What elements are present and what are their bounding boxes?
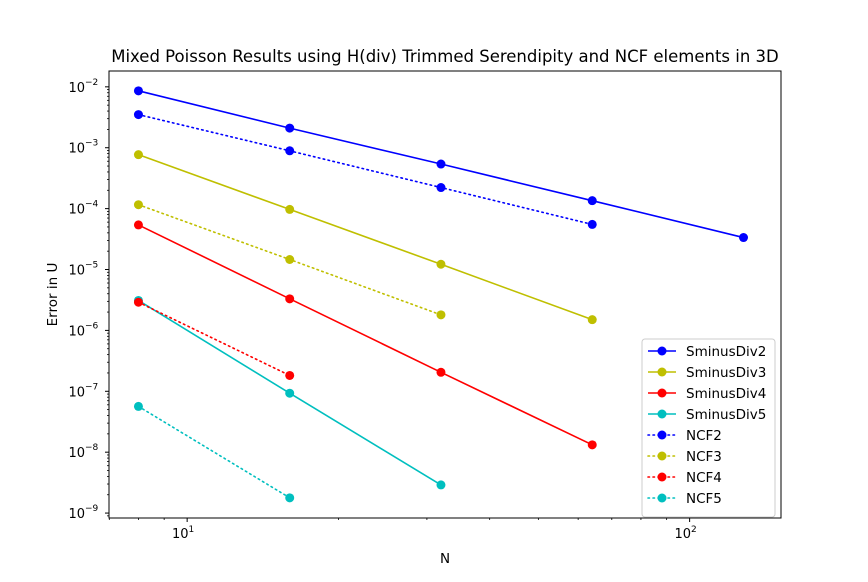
legend-item: NCF3 [647, 449, 722, 465]
legend-item: SminusDiv3 [648, 365, 766, 381]
series-NCF2 [133, 110, 597, 229]
legend-swatch-marker [657, 346, 667, 356]
legend-item: NCF4 [647, 470, 722, 486]
series-NCF4 [133, 297, 295, 380]
x-axis-label: N [440, 551, 450, 567]
legend-swatch-marker [657, 367, 667, 377]
data-point [133, 200, 143, 210]
legend-item: SminusDiv5 [648, 407, 766, 423]
data-point [587, 219, 597, 229]
series-line [137, 301, 291, 377]
x-tick-exponent: 2 [691, 525, 697, 535]
data-point [436, 310, 446, 320]
plot-area [133, 86, 748, 503]
data-point [133, 150, 143, 160]
plot-frame [108, 70, 782, 519]
legend-label: SminusDiv4 [686, 386, 766, 402]
y-tick-exponent: −5 [85, 261, 98, 271]
y-tick-exponent: −9 [85, 504, 99, 514]
legend-box [641, 338, 776, 518]
series-line [138, 153, 593, 321]
y-tick-label: 10 [68, 264, 85, 279]
data-point [739, 233, 748, 243]
y-tick-label: 10 [68, 385, 85, 400]
legend-item: NCF5 [647, 491, 722, 507]
legend-label: NCF4 [686, 470, 722, 486]
x-tick-label: 101 [172, 525, 194, 542]
data-point [133, 110, 143, 120]
x-tick-label: 102 [674, 525, 696, 542]
y-tick-label: 10 [68, 507, 85, 522]
legend-swatch-marker [657, 451, 667, 461]
series-line [137, 113, 594, 226]
y-tick-label: 10 [68, 324, 85, 339]
data-point [285, 255, 295, 264]
data-point [587, 440, 597, 450]
series-SminusDiv5 [133, 295, 446, 490]
data-point [436, 183, 446, 193]
data-point [133, 220, 143, 230]
y-tick-label: 10 [68, 81, 85, 96]
legend-item: NCF2 [647, 428, 722, 444]
y-tick-exponent: −6 [85, 321, 99, 331]
data-point [285, 294, 295, 304]
series-NCF3 [133, 200, 446, 320]
legend-label: SminusDiv3 [686, 365, 766, 381]
legend-swatch-marker [657, 472, 667, 482]
legend-item: SminusDiv2 [648, 344, 766, 360]
data-point [436, 367, 446, 377]
data-point [285, 146, 295, 156]
series-line [137, 405, 291, 499]
data-point [436, 259, 446, 269]
legend-swatch-marker [657, 493, 667, 503]
data-point [436, 159, 446, 169]
data-point [587, 196, 597, 206]
legend-item: SminusDiv4 [648, 386, 766, 402]
y-tick-exponent: −2 [85, 78, 98, 88]
data-point [285, 370, 295, 380]
y-tick-exponent: −4 [85, 200, 99, 210]
y-tick-exponent: −3 [85, 139, 98, 149]
series-SminusDiv4 [133, 220, 597, 450]
data-point [133, 297, 143, 307]
y-tick-exponent: −8 [85, 443, 99, 453]
series-SminusDiv3 [133, 150, 597, 325]
data-point [285, 123, 295, 133]
y-tick-label: 10 [68, 203, 85, 218]
y-tick-exponent: −7 [85, 382, 98, 392]
legend-label: SminusDiv5 [686, 407, 766, 423]
data-point [133, 86, 143, 96]
data-point [285, 388, 295, 398]
legend-swatch-marker [657, 388, 667, 398]
data-point [285, 493, 295, 503]
chart-title: Mixed Poisson Results using H(div) Trimm… [111, 47, 779, 66]
series-line [138, 224, 593, 446]
legend-label: NCF3 [686, 449, 722, 465]
legend-label: SminusDiv2 [686, 344, 766, 360]
legend-swatch-marker [657, 430, 667, 440]
legend: SminusDiv2 SminusDiv3 SminusDiv4 SminusDiv5… [641, 338, 776, 518]
data-point [133, 401, 143, 411]
data-point [285, 204, 295, 214]
y-axis-label: Error in U [45, 263, 61, 327]
legend-label: NCF5 [686, 491, 722, 507]
legend-label: NCF2 [686, 428, 722, 444]
x-tick-exponent: 1 [189, 525, 195, 535]
legend-swatch-marker [657, 409, 667, 419]
data-point [436, 480, 446, 490]
y-tick-label: 10 [68, 446, 85, 461]
series-SminusDiv2 [133, 86, 748, 243]
data-point [587, 315, 597, 325]
y-tick-label: 10 [68, 142, 85, 157]
series-NCF5 [133, 401, 295, 503]
